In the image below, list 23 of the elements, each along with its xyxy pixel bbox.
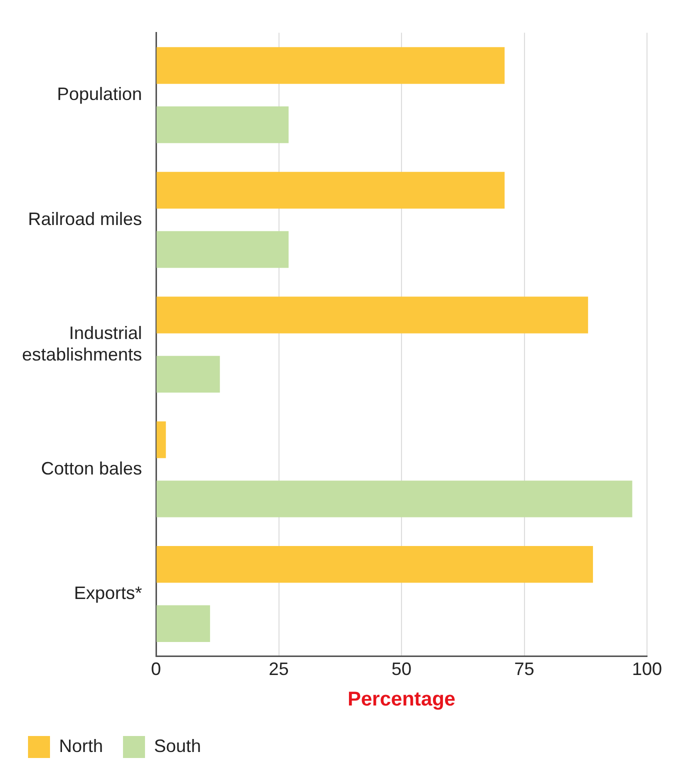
y-tick-label: Population xyxy=(56,84,142,104)
bar xyxy=(156,47,505,84)
bar xyxy=(156,172,505,209)
bar xyxy=(156,605,210,642)
x-tick-label: 0 xyxy=(151,659,162,680)
bar xyxy=(156,356,220,393)
bar xyxy=(156,546,593,583)
bar xyxy=(156,106,289,144)
legend-label: South xyxy=(154,736,202,756)
legend-label: North xyxy=(59,736,104,756)
y-tick-label: Railroad miles xyxy=(28,208,142,229)
bar xyxy=(156,231,289,268)
x-tick-label: 50 xyxy=(392,659,412,680)
x-axis-title: Percentage xyxy=(348,688,456,711)
y-tick-label: Cotton bales xyxy=(40,458,142,478)
bar xyxy=(156,480,632,518)
y-tick-label: Industrial establishments xyxy=(22,322,142,364)
bar xyxy=(156,421,166,458)
y-tick-label: Exports* xyxy=(74,583,142,604)
x-tick-label: 75 xyxy=(514,659,534,680)
x-tick-label: 100 xyxy=(632,659,662,680)
bar xyxy=(156,296,588,334)
x-tick-label: 25 xyxy=(268,659,289,680)
